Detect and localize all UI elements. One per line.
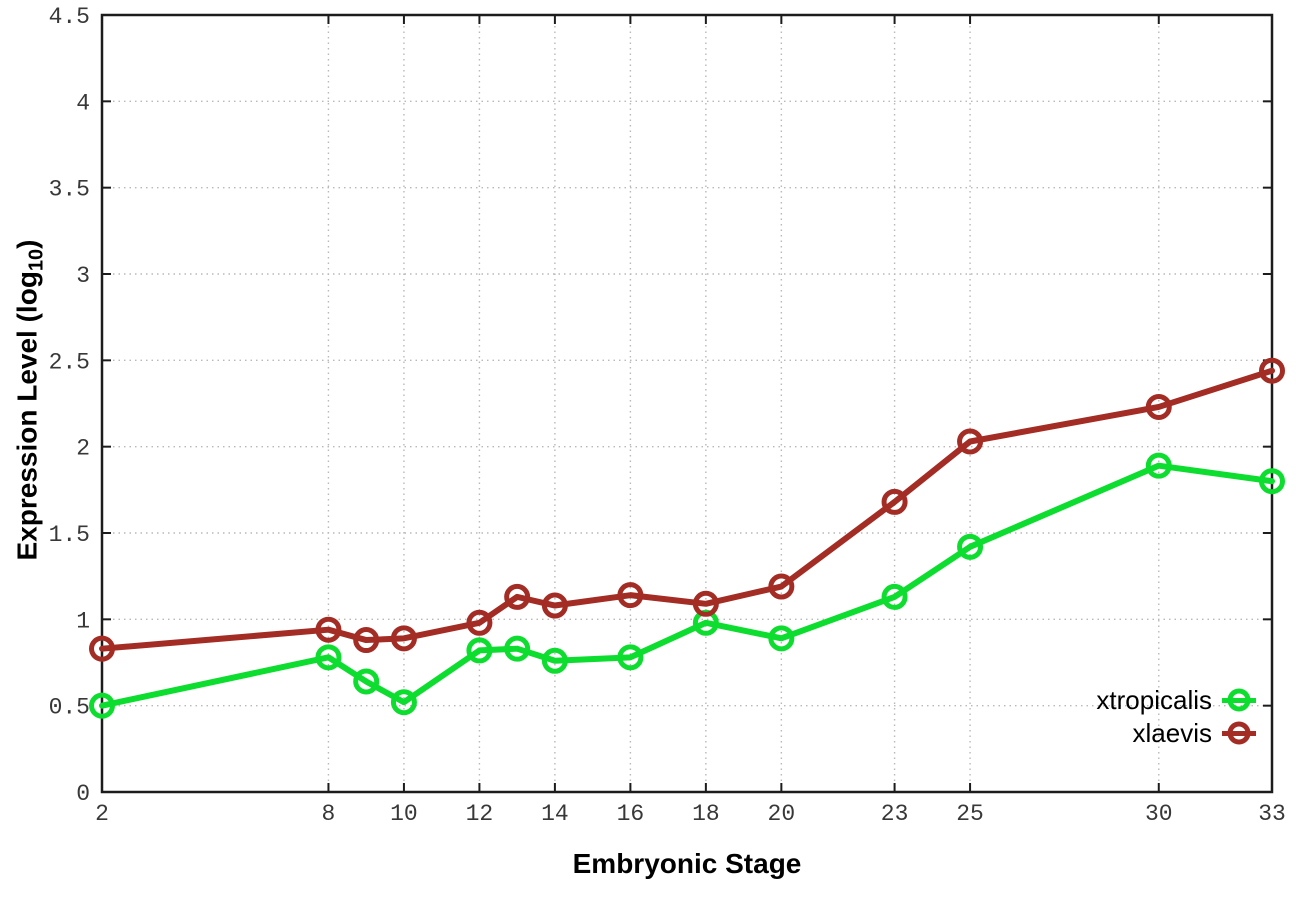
y-tick-label: 2.5: [49, 349, 90, 375]
legend: xtropicalis xlaevis: [1096, 684, 1256, 749]
legend-label-xtropicalis: xtropicalis: [1096, 684, 1212, 715]
x-tick-label: 20: [768, 801, 796, 827]
y-tick-label: 0.5: [49, 695, 90, 721]
circle-marker-icon: [1227, 688, 1251, 712]
y-tick-label: 0: [76, 781, 90, 807]
circle-marker-icon: [1227, 721, 1251, 745]
y-axis-title: Expression Level (log10): [12, 240, 49, 561]
y-tick-label: 1.5: [49, 522, 90, 548]
x-tick-label: 25: [956, 801, 984, 827]
y-tick-label: 1: [76, 608, 90, 634]
legend-label-xlaevis: xlaevis: [1132, 717, 1212, 748]
y-axis-title-text: Expression Level (log: [11, 271, 43, 561]
x-tick-label: 30: [1145, 801, 1173, 827]
y-tick-label: 2: [76, 436, 90, 462]
y-tick-label: 3.5: [49, 177, 90, 203]
x-tick-label: 2: [95, 801, 109, 827]
y-tick-label: 4.5: [49, 4, 90, 30]
legend-item-xlaevis: xlaevis: [1096, 717, 1256, 749]
legend-item-xtropicalis: xtropicalis: [1096, 684, 1256, 716]
x-tick-label: 16: [617, 801, 645, 827]
x-tick-label: 23: [881, 801, 909, 827]
y-axis-title-subscript: 10: [25, 248, 48, 272]
x-tick-label: 10: [390, 801, 418, 827]
y-axis-title-close: ): [11, 239, 43, 249]
x-tick-label: 8: [322, 801, 336, 827]
y-tick-label: 3: [76, 263, 90, 289]
series-sample-xtropicalis: [1222, 686, 1256, 714]
x-axis-title: Embryonic Stage: [572, 848, 802, 879]
x-tick-label: 33: [1258, 801, 1286, 827]
x-tick-label: 18: [692, 801, 720, 827]
x-tick-label: 12: [466, 801, 494, 827]
series-sample-xlaevis: [1222, 719, 1256, 747]
x-tick-label: 14: [541, 801, 569, 827]
y-tick-label: 4: [76, 90, 90, 116]
